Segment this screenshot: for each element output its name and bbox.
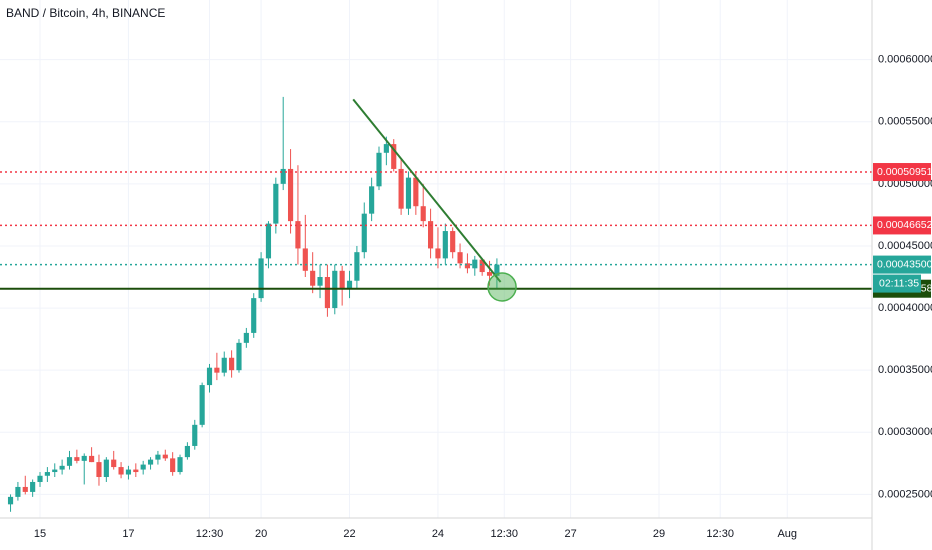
price-label: 0.00043500 <box>877 258 932 270</box>
y-tick-label: 0.00060000 <box>878 54 932 66</box>
countdown-box <box>873 274 921 293</box>
price-label: 0.00050951 <box>877 166 932 178</box>
candle-body <box>229 357 235 371</box>
candle-body <box>140 464 146 470</box>
x-tick-label: 17 <box>122 528 134 540</box>
candle-body <box>192 424 198 446</box>
candle-body <box>280 168 286 184</box>
x-tick-label: Aug <box>777 528 797 540</box>
candle-body <box>391 144 397 169</box>
candle-body <box>96 462 102 478</box>
candle-body <box>435 248 441 259</box>
candle-body <box>339 270 345 290</box>
x-tick-label: 15 <box>34 528 46 540</box>
candle-body <box>273 183 279 224</box>
y-tick-label: 0.00045000 <box>878 240 932 252</box>
price-label-box <box>873 163 931 182</box>
x-tick-label: 24 <box>432 528 444 540</box>
candle-body <box>310 270 316 286</box>
candle-body <box>81 455 87 461</box>
candle-body <box>133 469 139 473</box>
x-tick-label: 27 <box>564 528 576 540</box>
candle-body <box>74 457 80 461</box>
candle-body <box>354 252 360 281</box>
axes: 0.00025000 0.00030000 0.00035000 0.00040000… <box>34 54 932 540</box>
highlight-circle <box>487 272 517 302</box>
candle-body <box>420 206 426 222</box>
candle-body <box>317 277 323 286</box>
y-tick-label: 0.00055000 <box>878 116 932 128</box>
candle-body <box>413 177 419 207</box>
candle-body <box>324 277 330 309</box>
candle-body <box>457 252 463 264</box>
candle-body <box>302 248 308 271</box>
candle-body <box>405 177 412 209</box>
candle-body <box>22 486 28 492</box>
candle-body <box>66 457 73 466</box>
y-tick-label: 0.00025000 <box>878 488 932 500</box>
x-tick-label: 12:30 <box>706 528 734 540</box>
candle-body <box>361 213 367 253</box>
candle-body <box>243 332 249 343</box>
candle-body <box>7 496 14 505</box>
y-tick-label: 0.00030000 <box>878 426 932 438</box>
countdown: 02:11:35 <box>879 277 919 289</box>
x-tick-label: 12:30 <box>196 528 224 540</box>
candle-body <box>147 459 154 465</box>
candle-body <box>376 152 382 187</box>
candle-body <box>52 469 58 473</box>
candle-body <box>162 454 168 459</box>
candle-body <box>111 459 117 468</box>
candle-body <box>494 264 500 276</box>
candle-body <box>464 263 471 269</box>
candle-body <box>472 259 478 269</box>
candle-body <box>486 272 493 276</box>
candle-body <box>125 469 132 475</box>
candle-body <box>214 367 220 373</box>
chart-title: BAND / Bitcoin, 4h, BINANCE <box>6 6 165 20</box>
candle-body <box>295 221 301 249</box>
x-tick-label: 20 <box>255 528 267 540</box>
price-label: 0.00046652 <box>877 219 932 231</box>
candle-body <box>170 458 176 473</box>
candle-body <box>251 298 257 333</box>
plot <box>0 96 872 512</box>
y-tick-label: 0.00040000 <box>878 302 932 314</box>
candle-body <box>369 186 375 214</box>
candle-body <box>383 144 389 153</box>
candle-body <box>450 231 456 253</box>
candle-body <box>479 259 485 273</box>
price-label-box <box>873 216 931 235</box>
candle-body <box>59 465 65 470</box>
candle-body <box>442 231 448 259</box>
trendline <box>352 98 502 283</box>
candle-body <box>258 258 264 299</box>
candle-body <box>346 280 353 290</box>
x-tick-label: 29 <box>653 528 665 540</box>
x-tick-label: 12:30 <box>491 528 519 540</box>
candle-body <box>103 459 109 478</box>
candle-body <box>221 357 227 373</box>
candle-body <box>118 467 124 475</box>
candle-body <box>265 223 272 259</box>
candle-body <box>44 472 50 476</box>
candle-body <box>199 385 205 425</box>
candle-body <box>155 454 161 460</box>
candle-body <box>30 481 36 492</box>
candle-body <box>184 445 190 458</box>
candle-body <box>428 221 434 249</box>
price-label-box <box>873 255 931 274</box>
candle-body <box>236 342 242 371</box>
candle-body <box>89 455 95 463</box>
candle-body <box>398 168 404 209</box>
candle-body <box>287 168 294 222</box>
x-tick-label: 22 <box>343 528 355 540</box>
candle-body <box>206 367 213 386</box>
y-tick-label: 0.00035000 <box>878 364 932 376</box>
candle-body <box>177 457 183 473</box>
candle-body <box>37 475 43 482</box>
candle-body <box>15 486 21 497</box>
